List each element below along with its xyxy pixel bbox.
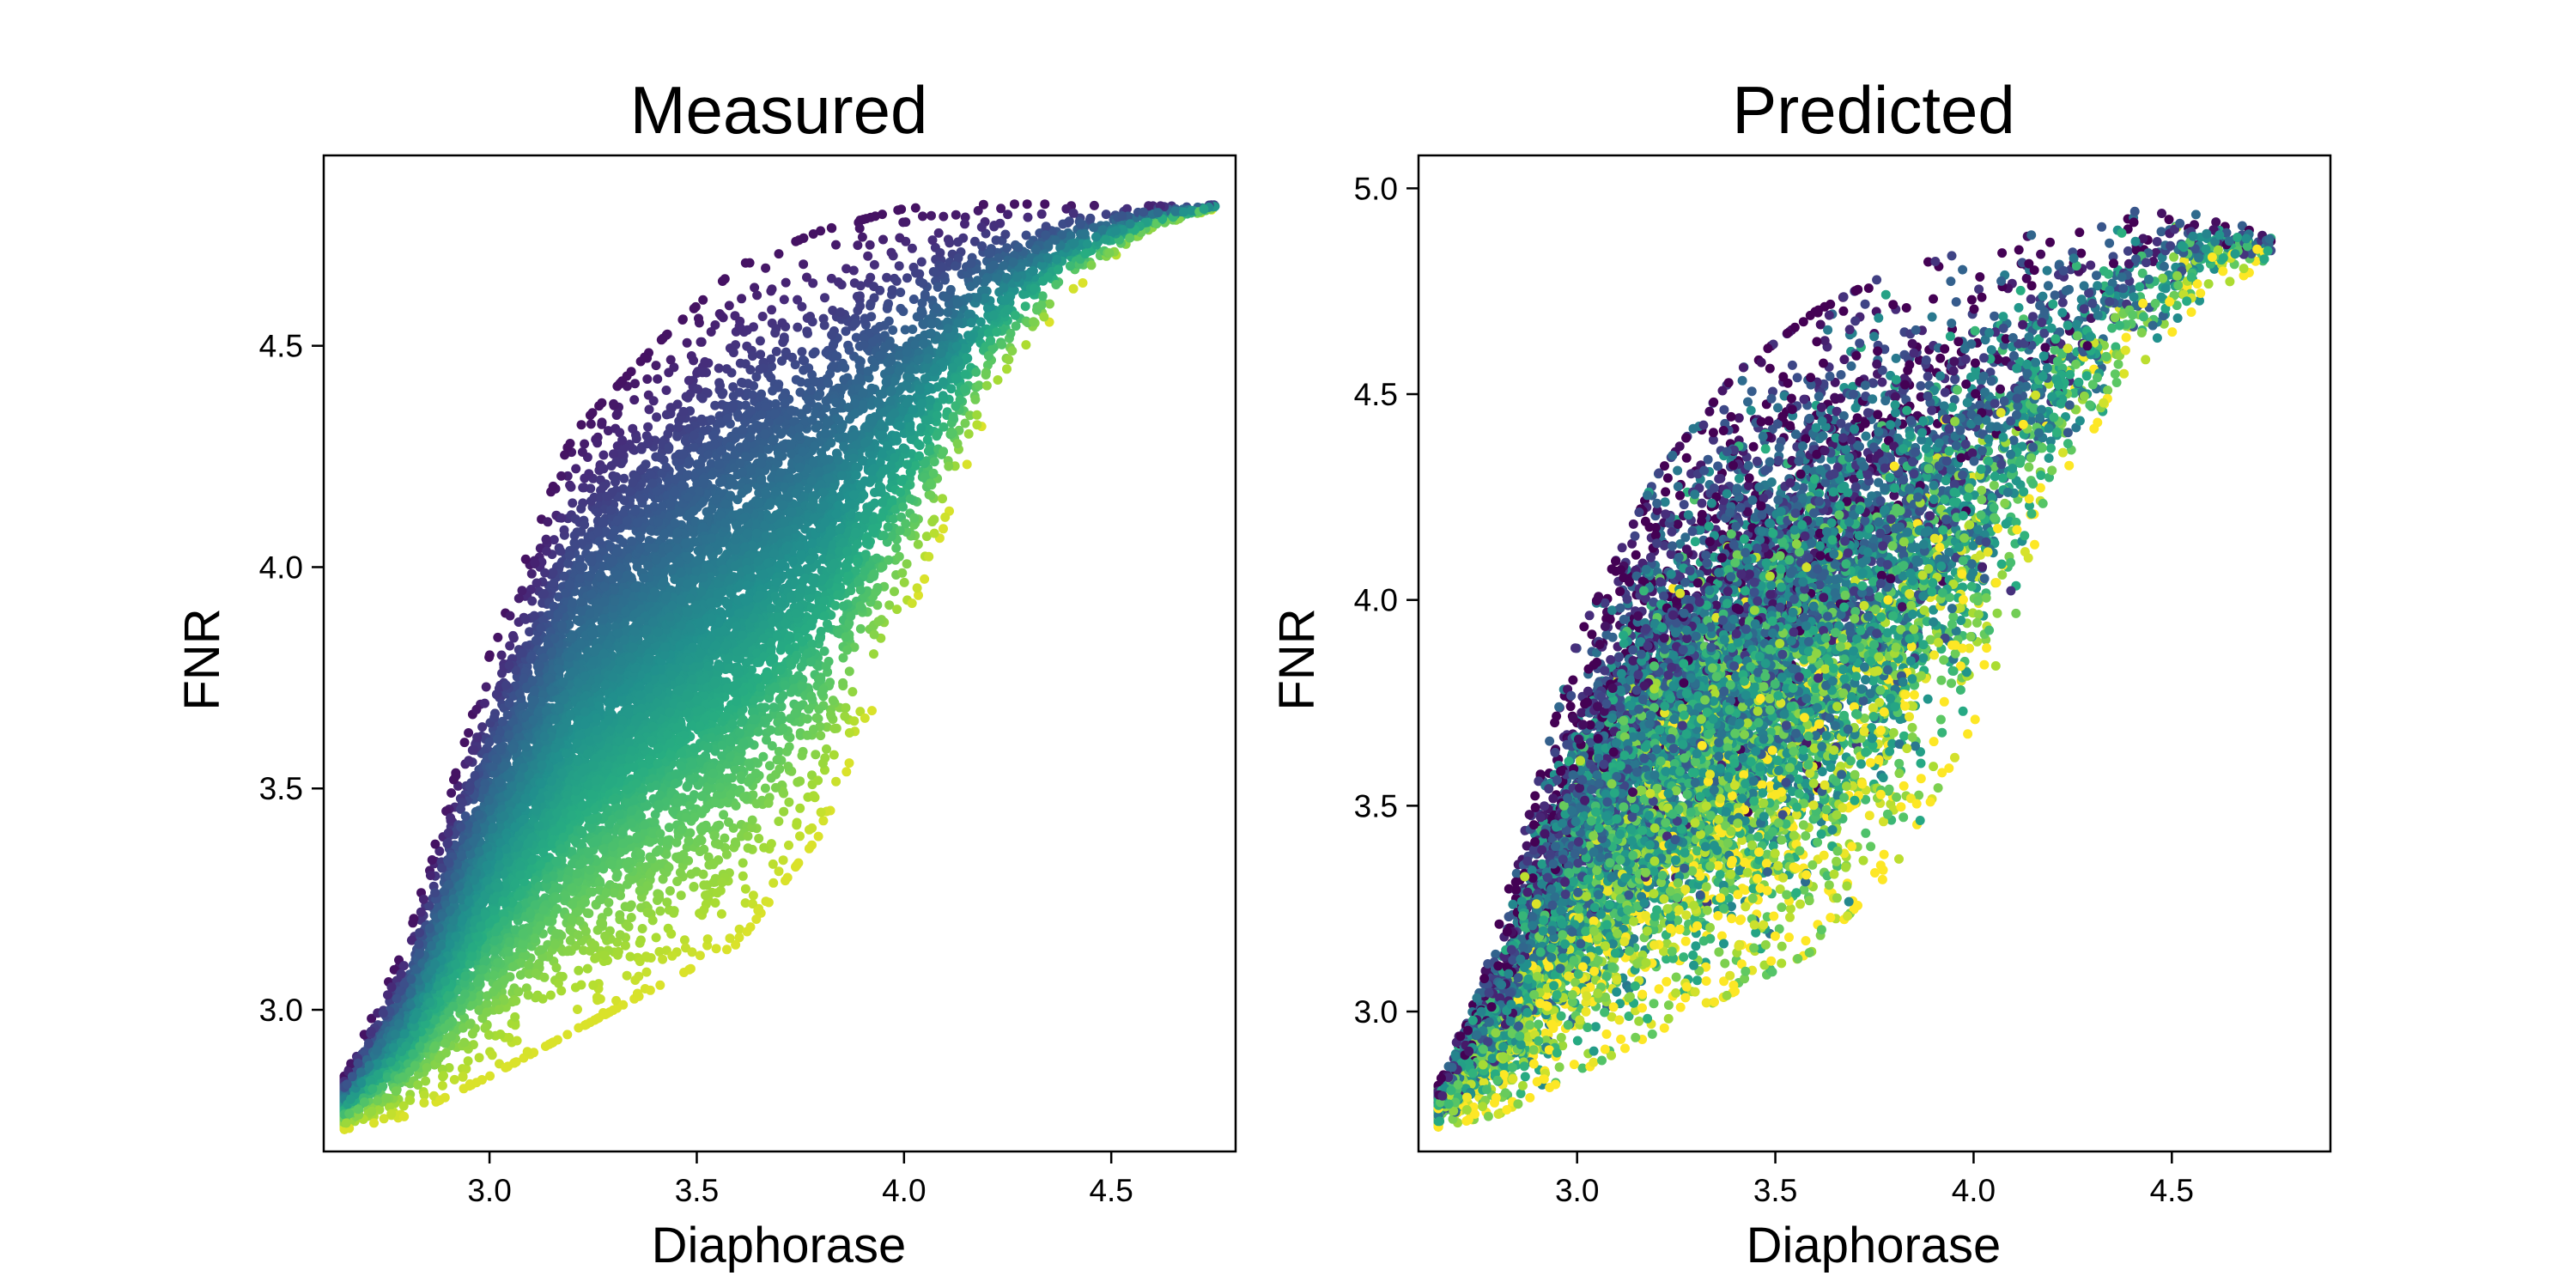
measured-point: [938, 494, 947, 504]
measured-point: [969, 236, 980, 246]
measured-point: [1078, 278, 1088, 288]
measured-point: [828, 306, 838, 315]
measured-point: [869, 649, 878, 659]
measured-point: [783, 762, 793, 771]
measured-point: [863, 251, 873, 261]
measured-point: [802, 326, 812, 337]
measured-point: [779, 295, 789, 305]
measured-point: [568, 498, 578, 508]
measured-point: [792, 817, 802, 828]
measured-point: [655, 980, 665, 990]
measured-point: [795, 831, 805, 841]
measured-point: [658, 954, 668, 964]
measured-point: [831, 240, 841, 250]
measured-point: [1003, 210, 1013, 220]
measured-point: [797, 347, 807, 357]
measured-point: [838, 677, 848, 688]
measured-point: [887, 285, 897, 295]
measured-panel: Measured 3.0 3.5 4.0 4.5 3.03.54.04.5 Diaph…: [174, 72, 1237, 1273]
measured-point: [927, 210, 936, 221]
measured-point: [611, 477, 620, 487]
measured-point: [689, 442, 699, 453]
measured-point: [474, 1053, 484, 1063]
measured-point: [574, 965, 584, 975]
measured-point: [695, 951, 705, 961]
measured-point: [495, 1030, 506, 1039]
measured-point: [913, 539, 923, 550]
measured-point: [1022, 199, 1032, 210]
measured-point: [908, 295, 919, 304]
measured-point: [653, 374, 663, 384]
measured-point: [398, 961, 409, 971]
measured-point: [687, 947, 697, 957]
measured-point: [939, 524, 948, 534]
measured-point: [945, 238, 955, 248]
measured-point: [758, 751, 769, 762]
measured-point: [1007, 346, 1018, 356]
measured-point: [765, 761, 775, 771]
measured-point: [651, 933, 661, 943]
measured-point: [793, 777, 803, 787]
measured-point: [774, 249, 784, 259]
measured-point: [597, 419, 607, 429]
measured-point: [463, 1056, 473, 1066]
measured-point: [891, 543, 902, 553]
measured-point: [666, 929, 677, 939]
measured-point: [459, 1037, 470, 1048]
measured-point: [719, 810, 729, 820]
measured-point: [784, 742, 794, 752]
measured-point: [784, 797, 794, 807]
measured-title: Measured: [630, 72, 928, 148]
measured-point: [588, 980, 598, 990]
measured-point: [755, 336, 765, 346]
measured-point: [991, 235, 1001, 246]
measured-point: [1068, 283, 1078, 294]
measured-point: [603, 907, 613, 917]
measured-point: [818, 816, 829, 826]
measured-point: [437, 1080, 447, 1091]
measured-point: [545, 990, 556, 1000]
measured-point: [962, 459, 972, 470]
measured-point: [769, 878, 779, 888]
measured-point: [779, 806, 789, 817]
measured-point: [515, 970, 526, 980]
measured-point: [566, 482, 576, 492]
measured-point: [526, 568, 537, 579]
measured-point: [722, 945, 732, 955]
measured-point: [686, 351, 696, 361]
measured-point: [781, 277, 791, 288]
measured-points: [339, 199, 1220, 1134]
measured-point: [816, 731, 826, 741]
measured-point: [677, 314, 688, 325]
measured-point: [573, 1005, 582, 1014]
measured-point: [618, 999, 629, 1010]
measured-point: [458, 1072, 468, 1081]
measured-point: [661, 386, 671, 395]
measured-point: [894, 551, 904, 562]
measured-point: [822, 744, 831, 754]
measured-point: [795, 803, 805, 813]
measured-point: [508, 630, 518, 641]
measured-point: [464, 728, 474, 738]
measured-point: [882, 272, 892, 283]
measured-point: [855, 623, 866, 634]
measured-point: [767, 305, 777, 315]
measured-point: [643, 422, 653, 432]
measured-point: [890, 586, 899, 597]
measured-point: [665, 886, 675, 896]
